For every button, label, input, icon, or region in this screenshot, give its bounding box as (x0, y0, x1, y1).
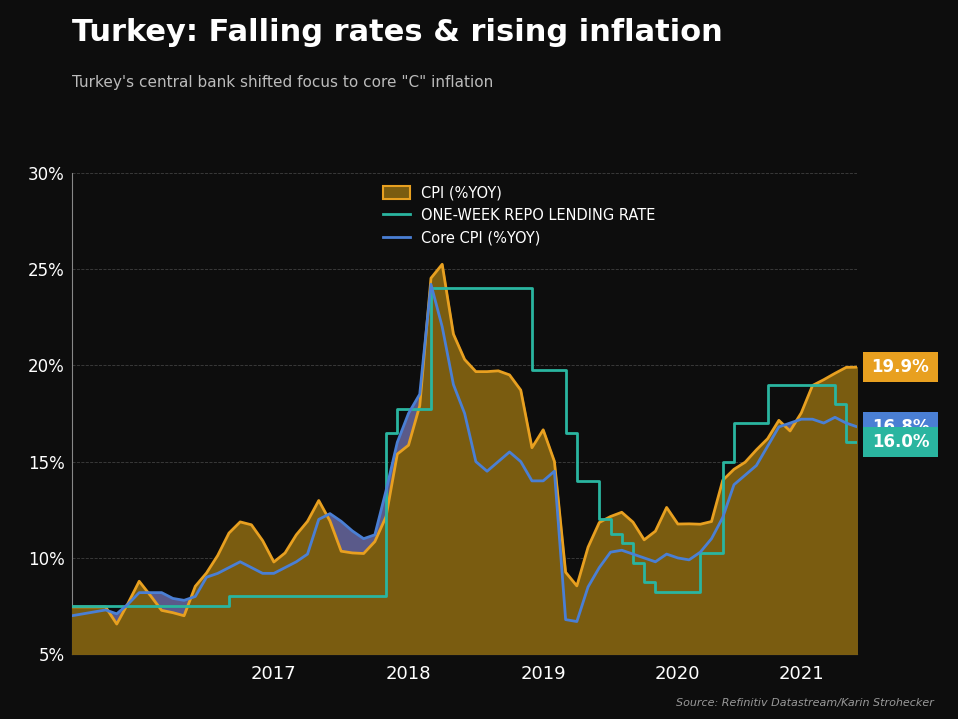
Text: Turkey: Falling rates & rising inflation: Turkey: Falling rates & rising inflation (72, 18, 722, 47)
Text: Turkey's central bank shifted focus to core "C" inflation: Turkey's central bank shifted focus to c… (72, 75, 493, 91)
Text: Source: Refinitiv Datastream/Karin Strohecker: Source: Refinitiv Datastream/Karin Stroh… (676, 698, 934, 708)
Legend: CPI (%YOY), ONE-WEEK REPO LENDING RATE, Core CPI (%YOY): CPI (%YOY), ONE-WEEK REPO LENDING RATE, … (377, 180, 662, 251)
Text: 16.8%: 16.8% (872, 418, 929, 436)
Text: 16.0%: 16.0% (872, 434, 929, 452)
Text: 19.9%: 19.9% (872, 358, 929, 376)
